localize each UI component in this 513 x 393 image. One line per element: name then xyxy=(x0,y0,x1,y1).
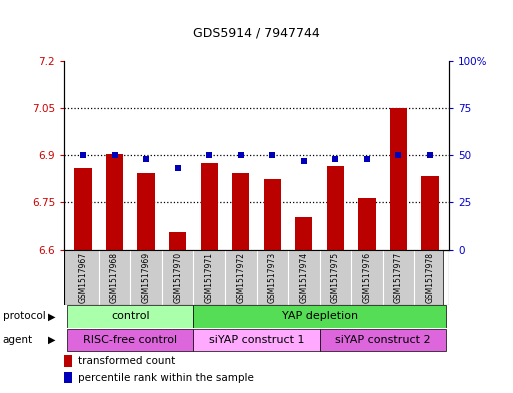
Text: protocol: protocol xyxy=(3,311,45,321)
Bar xyxy=(67,305,193,328)
Text: YAP depletion: YAP depletion xyxy=(282,311,358,321)
Text: GSM1517969: GSM1517969 xyxy=(142,252,151,303)
Point xyxy=(110,152,119,158)
Point xyxy=(268,152,277,158)
Text: siYAP construct 2: siYAP construct 2 xyxy=(335,335,430,345)
Bar xyxy=(64,355,72,367)
Text: GSM1517972: GSM1517972 xyxy=(236,252,245,303)
Bar xyxy=(64,372,72,384)
Bar xyxy=(74,168,92,250)
Bar xyxy=(327,166,344,250)
Text: GSM1517978: GSM1517978 xyxy=(425,252,435,303)
Bar xyxy=(390,108,407,250)
Text: GSM1517970: GSM1517970 xyxy=(173,252,182,303)
Bar xyxy=(295,217,312,250)
Point xyxy=(173,165,182,172)
Point xyxy=(331,156,340,162)
Point xyxy=(394,152,403,158)
Text: RISC-free control: RISC-free control xyxy=(83,335,177,345)
Point xyxy=(205,152,213,158)
Text: GSM1517973: GSM1517973 xyxy=(268,252,277,303)
Text: GSM1517971: GSM1517971 xyxy=(205,252,214,303)
Point xyxy=(142,156,150,162)
Point xyxy=(300,158,308,164)
Text: GSM1517968: GSM1517968 xyxy=(110,252,119,303)
Bar xyxy=(358,198,376,250)
Text: ▶: ▶ xyxy=(48,311,55,321)
Bar xyxy=(232,173,249,250)
Text: GSM1517976: GSM1517976 xyxy=(362,252,371,303)
Text: siYAP construct 1: siYAP construct 1 xyxy=(209,335,304,345)
Text: GSM1517975: GSM1517975 xyxy=(331,252,340,303)
Bar xyxy=(264,179,281,250)
Point xyxy=(79,152,87,158)
Bar xyxy=(193,305,446,328)
Bar xyxy=(320,329,446,351)
Bar xyxy=(137,173,155,250)
Text: GSM1517967: GSM1517967 xyxy=(78,252,88,303)
Point xyxy=(363,156,371,162)
Bar xyxy=(201,163,218,250)
Bar xyxy=(67,329,193,351)
Text: GSM1517974: GSM1517974 xyxy=(299,252,308,303)
Point xyxy=(236,152,245,158)
Text: GDS5914 / 7947744: GDS5914 / 7947744 xyxy=(193,26,320,39)
Bar xyxy=(106,154,123,250)
Text: control: control xyxy=(111,311,150,321)
Text: agent: agent xyxy=(3,335,33,345)
Bar xyxy=(421,176,439,250)
Point xyxy=(426,152,434,158)
Text: percentile rank within the sample: percentile rank within the sample xyxy=(78,373,254,383)
Text: ▶: ▶ xyxy=(48,335,55,345)
Bar xyxy=(169,232,186,250)
Text: GSM1517977: GSM1517977 xyxy=(394,252,403,303)
Bar xyxy=(193,329,320,351)
Text: transformed count: transformed count xyxy=(78,356,175,366)
